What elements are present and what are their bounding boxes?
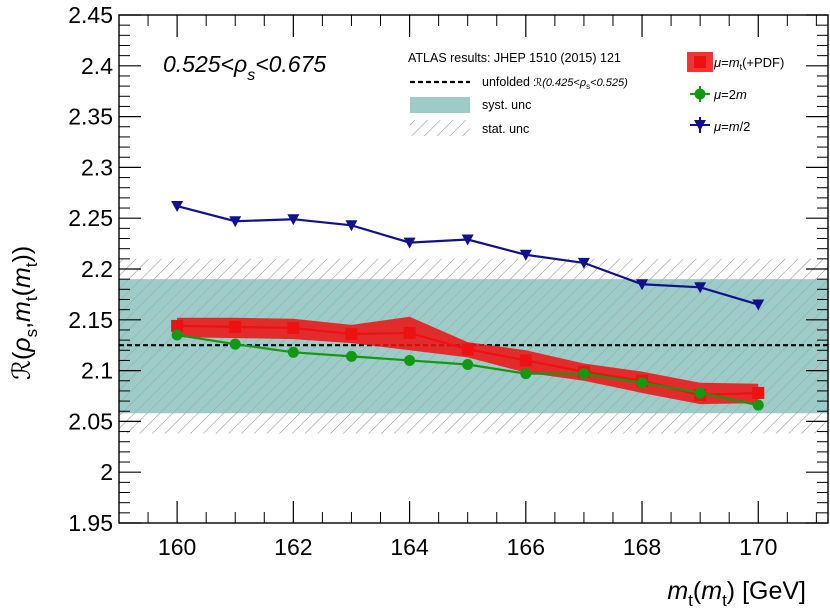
legend-stat-swatch xyxy=(410,120,470,136)
data-point xyxy=(171,329,183,341)
data-point xyxy=(229,216,242,228)
data-point xyxy=(229,338,241,350)
data-point xyxy=(752,386,765,399)
data-point xyxy=(461,234,474,246)
y-tick-label: 2.1 xyxy=(81,358,113,384)
data-point xyxy=(229,320,242,333)
x-tick-label: 164 xyxy=(390,534,429,560)
data-point xyxy=(345,350,357,362)
y-tick-label: 2 xyxy=(100,459,113,485)
y-tick-label: 2.2 xyxy=(81,256,113,282)
legend-syst-label: syst. unc xyxy=(482,98,531,112)
legend-mu-mt-entry: μ=mt(+PDF) xyxy=(687,52,784,72)
data-point xyxy=(403,327,416,340)
data-point xyxy=(752,399,764,411)
legend-mu-half-marker xyxy=(694,120,706,131)
data-point xyxy=(694,387,706,399)
series-mu-2m xyxy=(171,329,764,411)
y-axis-title: ℛ(ρs,mt(mt)) xyxy=(8,246,41,380)
x-tick-label: 162 xyxy=(274,534,312,560)
axis-ticks: 1.95 2 2.05 2.1 2.15 2.2 2.25 2.3 2.35 2.4 2.45 160… xyxy=(68,2,828,560)
legend-mu-2m-marker xyxy=(694,88,706,100)
x-tick-label: 160 xyxy=(158,534,196,560)
data-point xyxy=(287,346,299,358)
data-point xyxy=(287,214,300,226)
data-point xyxy=(345,328,358,341)
data-point xyxy=(577,257,590,269)
y-tick-label: 2.4 xyxy=(81,53,113,79)
pdf-uncertainty-band xyxy=(177,316,759,405)
data-point xyxy=(519,249,532,261)
y-tick-label: 1.95 xyxy=(68,510,113,536)
x-axis-title: mt(mt) [GeV] xyxy=(667,577,806,610)
data-point xyxy=(520,368,532,380)
data-point xyxy=(694,282,707,294)
legend-mu-half-label: μ=m/2 xyxy=(713,119,750,134)
legend-mu-mt-label: μ=mt(+PDF) xyxy=(713,55,784,72)
data-point xyxy=(171,319,184,332)
legend-syst-swatch xyxy=(410,97,470,113)
x-tick-label: 166 xyxy=(507,534,545,560)
region-label: 0.525<ρs<0.675 xyxy=(163,51,326,84)
data-point xyxy=(519,354,532,367)
y-tick-label: 2.05 xyxy=(68,408,113,434)
legend-mu-mt-marker xyxy=(694,56,706,68)
data-point xyxy=(404,354,416,366)
data-point xyxy=(636,377,648,389)
legend-mu-2m-entry: μ=2m xyxy=(690,86,747,102)
legend: ATLAS results: JHEP 1510 (2015) 121 unfo… xyxy=(408,51,784,136)
y-tick-label: 2.15 xyxy=(68,307,113,333)
y-tick-label: 2.45 xyxy=(68,2,113,28)
series-mu-half xyxy=(171,201,765,311)
legend-unfolded-label: unfolded ℛ(0.425<ρs<0.525) xyxy=(482,75,628,91)
data-point xyxy=(462,359,474,371)
series-layer xyxy=(171,201,765,411)
data-point xyxy=(752,299,765,311)
y-tick-label: 2.25 xyxy=(68,205,113,231)
data-point xyxy=(403,237,416,249)
data-point xyxy=(287,321,300,334)
data-point xyxy=(171,201,184,213)
data-point xyxy=(578,368,590,380)
y-tick-label: 2.35 xyxy=(68,104,113,130)
legend-mu-half-entry: μ=m/2 xyxy=(690,117,750,134)
data-point xyxy=(461,343,474,356)
legend-mu-2m-label: μ=2m xyxy=(713,87,747,102)
legend-stat-label: stat. unc xyxy=(482,122,529,136)
x-tick-label: 168 xyxy=(623,534,661,560)
reference-label: ATLAS results: JHEP 1510 (2015) 121 xyxy=(408,51,621,65)
data-point xyxy=(636,279,649,291)
x-tick-label: 170 xyxy=(739,534,777,560)
y-tick-label: 2.3 xyxy=(81,154,113,180)
data-point xyxy=(345,220,358,232)
